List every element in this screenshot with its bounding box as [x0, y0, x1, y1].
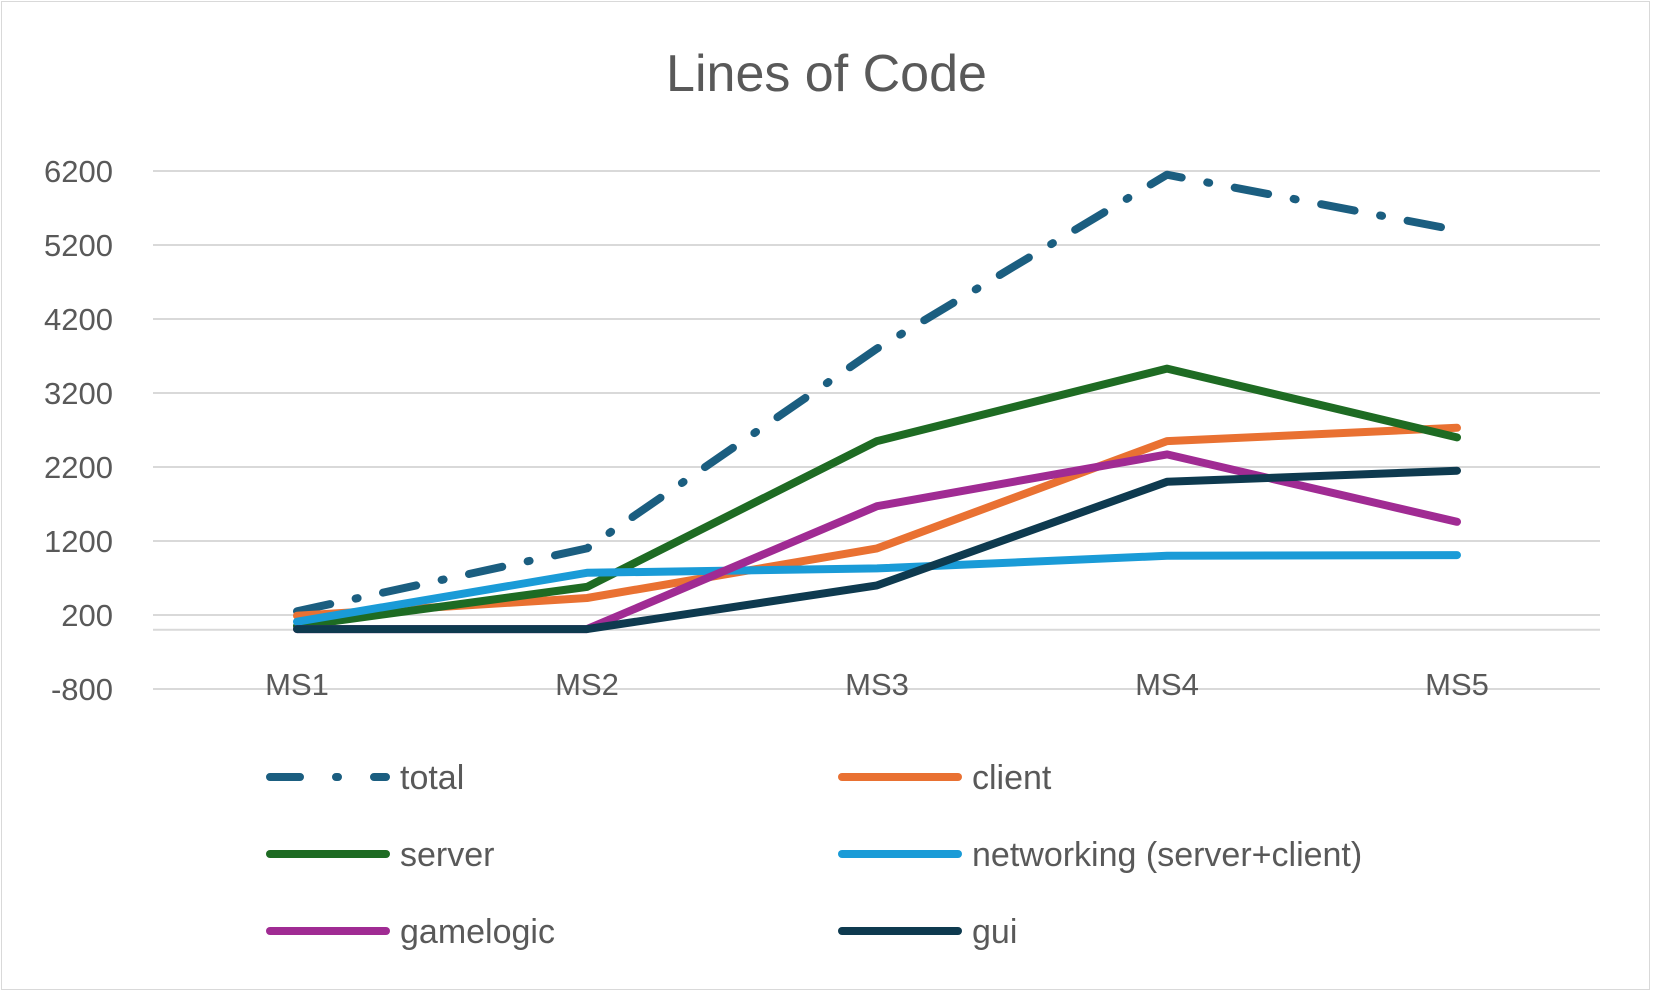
y-tick-label: 1200: [44, 524, 113, 559]
x-axis-ticks: MS1 MS2 MS3 MS4 MS5: [265, 667, 1489, 702]
y-tick-label: -800: [51, 672, 113, 707]
legend: total client server networking (server+clie…: [266, 759, 1362, 951]
legend-label: networking (server+client): [972, 836, 1362, 874]
legend-label: server: [400, 836, 494, 874]
legend-item: server: [266, 836, 494, 874]
series-line-server: [293, 364, 1461, 631]
x-tick-label: MS1: [265, 667, 329, 702]
series-line-networking: [293, 551, 1461, 626]
legend-item: client: [838, 759, 1052, 797]
x-tick-label: MS2: [555, 667, 619, 702]
legend-label: gui: [972, 913, 1017, 951]
series-lines: [293, 170, 1461, 634]
y-tick-label: 4200: [44, 302, 113, 337]
legend-item: networking (server+client): [838, 836, 1362, 874]
y-tick-label: 3200: [44, 376, 113, 411]
series-line-total: [293, 170, 1461, 616]
legend-item: gui: [838, 913, 1017, 951]
y-axis-ticks: -800 200 1200 2200 3200 4200 5200 6200: [44, 154, 113, 707]
legend-label: gamelogic: [400, 913, 555, 951]
x-tick-label: MS5: [1425, 667, 1489, 702]
y-tick-label: 5200: [44, 228, 113, 263]
legend-label: total: [400, 759, 464, 797]
legend-item: total: [266, 759, 464, 797]
legend-label: client: [972, 759, 1052, 797]
series-line-gui: [293, 466, 1461, 634]
x-tick-label: MS3: [845, 667, 909, 702]
y-tick-label: 6200: [44, 154, 113, 189]
chart-title: Lines of Code: [666, 45, 987, 103]
y-tick-label: 2200: [44, 450, 113, 485]
y-tick-label: 200: [61, 598, 113, 633]
legend-item: gamelogic: [266, 913, 555, 951]
x-tick-label: MS4: [1135, 667, 1199, 702]
